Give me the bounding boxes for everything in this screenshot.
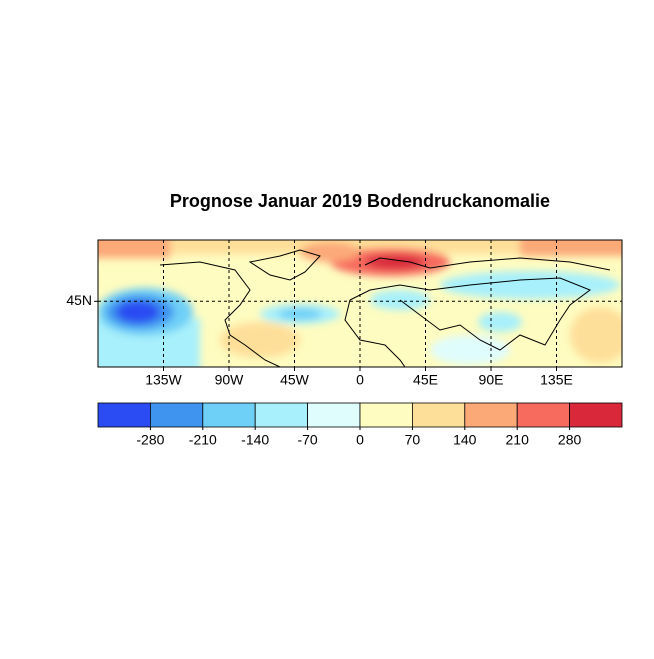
colorbar-box xyxy=(411,402,466,428)
colorbar-tick-label: 280 xyxy=(558,432,582,448)
colorbar-box xyxy=(254,402,308,428)
coastlines xyxy=(159,249,611,367)
colorbar-box xyxy=(516,402,571,428)
x-tick-label: 90E xyxy=(479,372,504,388)
x-tick-label: 45E xyxy=(413,372,438,388)
x-tick-label: 135E xyxy=(540,372,573,388)
colorbar-tick-label: 70 xyxy=(405,432,421,448)
x-tick-label: 135W xyxy=(145,372,182,388)
x-tick-label: 45W xyxy=(280,372,310,388)
chart-title: Prognose Januar 2019 Bodendruckanomalie xyxy=(170,191,550,211)
colorbar-box xyxy=(97,402,151,428)
colorbar-tick-label: 0 xyxy=(356,432,364,448)
x-tick-label: 90W xyxy=(215,372,245,388)
x-tick-label: 0 xyxy=(356,372,364,388)
colorbar-box xyxy=(307,402,361,428)
map-field xyxy=(98,240,622,367)
colorbar-box xyxy=(464,402,518,428)
colorbar-box xyxy=(149,402,204,428)
colorbar-box xyxy=(569,402,623,428)
colorbar-tick-label: -210 xyxy=(189,432,217,448)
colorbar-box xyxy=(202,402,256,428)
colorbar-tick-label: 140 xyxy=(453,432,477,448)
colorbar-tick-label: -70 xyxy=(297,432,317,448)
y-tick-label: 45N xyxy=(66,292,92,308)
colorbar-tick-label: -140 xyxy=(241,432,269,448)
colorbar-box xyxy=(359,402,413,428)
colorbar-tick-label: 210 xyxy=(506,432,530,448)
colorbar-tick-label: -280 xyxy=(136,432,164,448)
